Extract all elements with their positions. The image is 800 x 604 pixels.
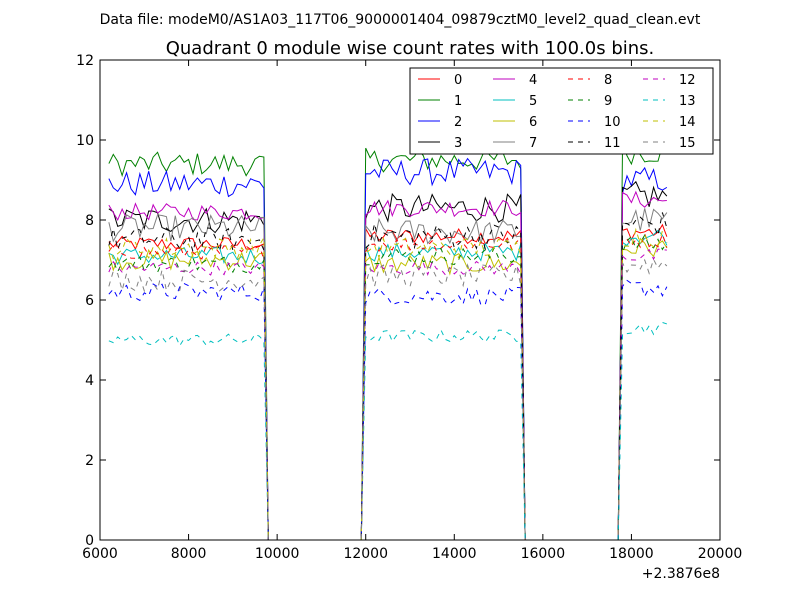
legend-label-8: 8 — [604, 73, 612, 88]
x-tick-label: 16000 — [521, 546, 566, 562]
legend-label-4: 4 — [529, 73, 537, 88]
legend-label-12: 12 — [679, 73, 696, 88]
legend-label-15: 15 — [679, 136, 696, 151]
figure-suptitle: Data file: modeM0/AS1A03_117T06_90000014… — [100, 12, 701, 28]
series-line-1 — [108, 142, 668, 540]
y-tick-label: 12 — [76, 53, 94, 69]
series-line-7 — [108, 208, 668, 540]
y-tick-label: 6 — [85, 293, 94, 309]
x-tick-label: 8000 — [171, 546, 207, 562]
x-tick-label: 18000 — [609, 546, 654, 562]
x-tick-label: 20000 — [698, 546, 743, 562]
series-line-2 — [108, 157, 668, 540]
y-tick-label: 4 — [85, 373, 94, 389]
chart-title: Quadrant 0 module wise count rates with … — [166, 38, 655, 59]
series-line-8 — [108, 231, 668, 540]
x-tick-label: 12000 — [343, 546, 388, 562]
series-line-12 — [108, 248, 667, 540]
y-tick-label: 10 — [76, 133, 94, 149]
series-line-4 — [108, 190, 667, 540]
legend-label-9: 9 — [604, 94, 612, 109]
series-line-5 — [108, 229, 668, 540]
series-line-6 — [108, 237, 668, 540]
legend-label-2: 2 — [454, 115, 462, 130]
x-tick-label: 6000 — [82, 546, 118, 562]
series-line-15 — [108, 258, 668, 540]
legend-label-11: 11 — [604, 136, 621, 151]
y-tick-label: 8 — [85, 213, 94, 229]
series-line-0 — [108, 223, 668, 540]
plot-area — [108, 142, 668, 540]
y-tick-label: 2 — [85, 453, 94, 469]
legend-label-0: 0 — [454, 73, 462, 88]
legend-label-1: 1 — [454, 94, 462, 109]
legend-label-6: 6 — [529, 115, 537, 130]
legend-label-13: 13 — [679, 94, 696, 109]
x-tick-label: 10000 — [255, 546, 300, 562]
legend-label-7: 7 — [529, 136, 537, 151]
legend-label-5: 5 — [529, 94, 537, 109]
legend-label-10: 10 — [604, 115, 621, 130]
axes: 6000 8000 10000 12000 14000 16000 18000 20000 +2… — [76, 53, 742, 582]
legend-box — [409, 67, 714, 155]
series-line-3 — [108, 180, 668, 540]
legend-label-14: 14 — [679, 115, 696, 130]
x-offset-label: +2.3876e8 — [642, 566, 720, 582]
y-tick-label: 0 — [85, 533, 94, 549]
x-tick-label: 14000 — [432, 546, 477, 562]
legend-label-3: 3 — [454, 136, 462, 151]
